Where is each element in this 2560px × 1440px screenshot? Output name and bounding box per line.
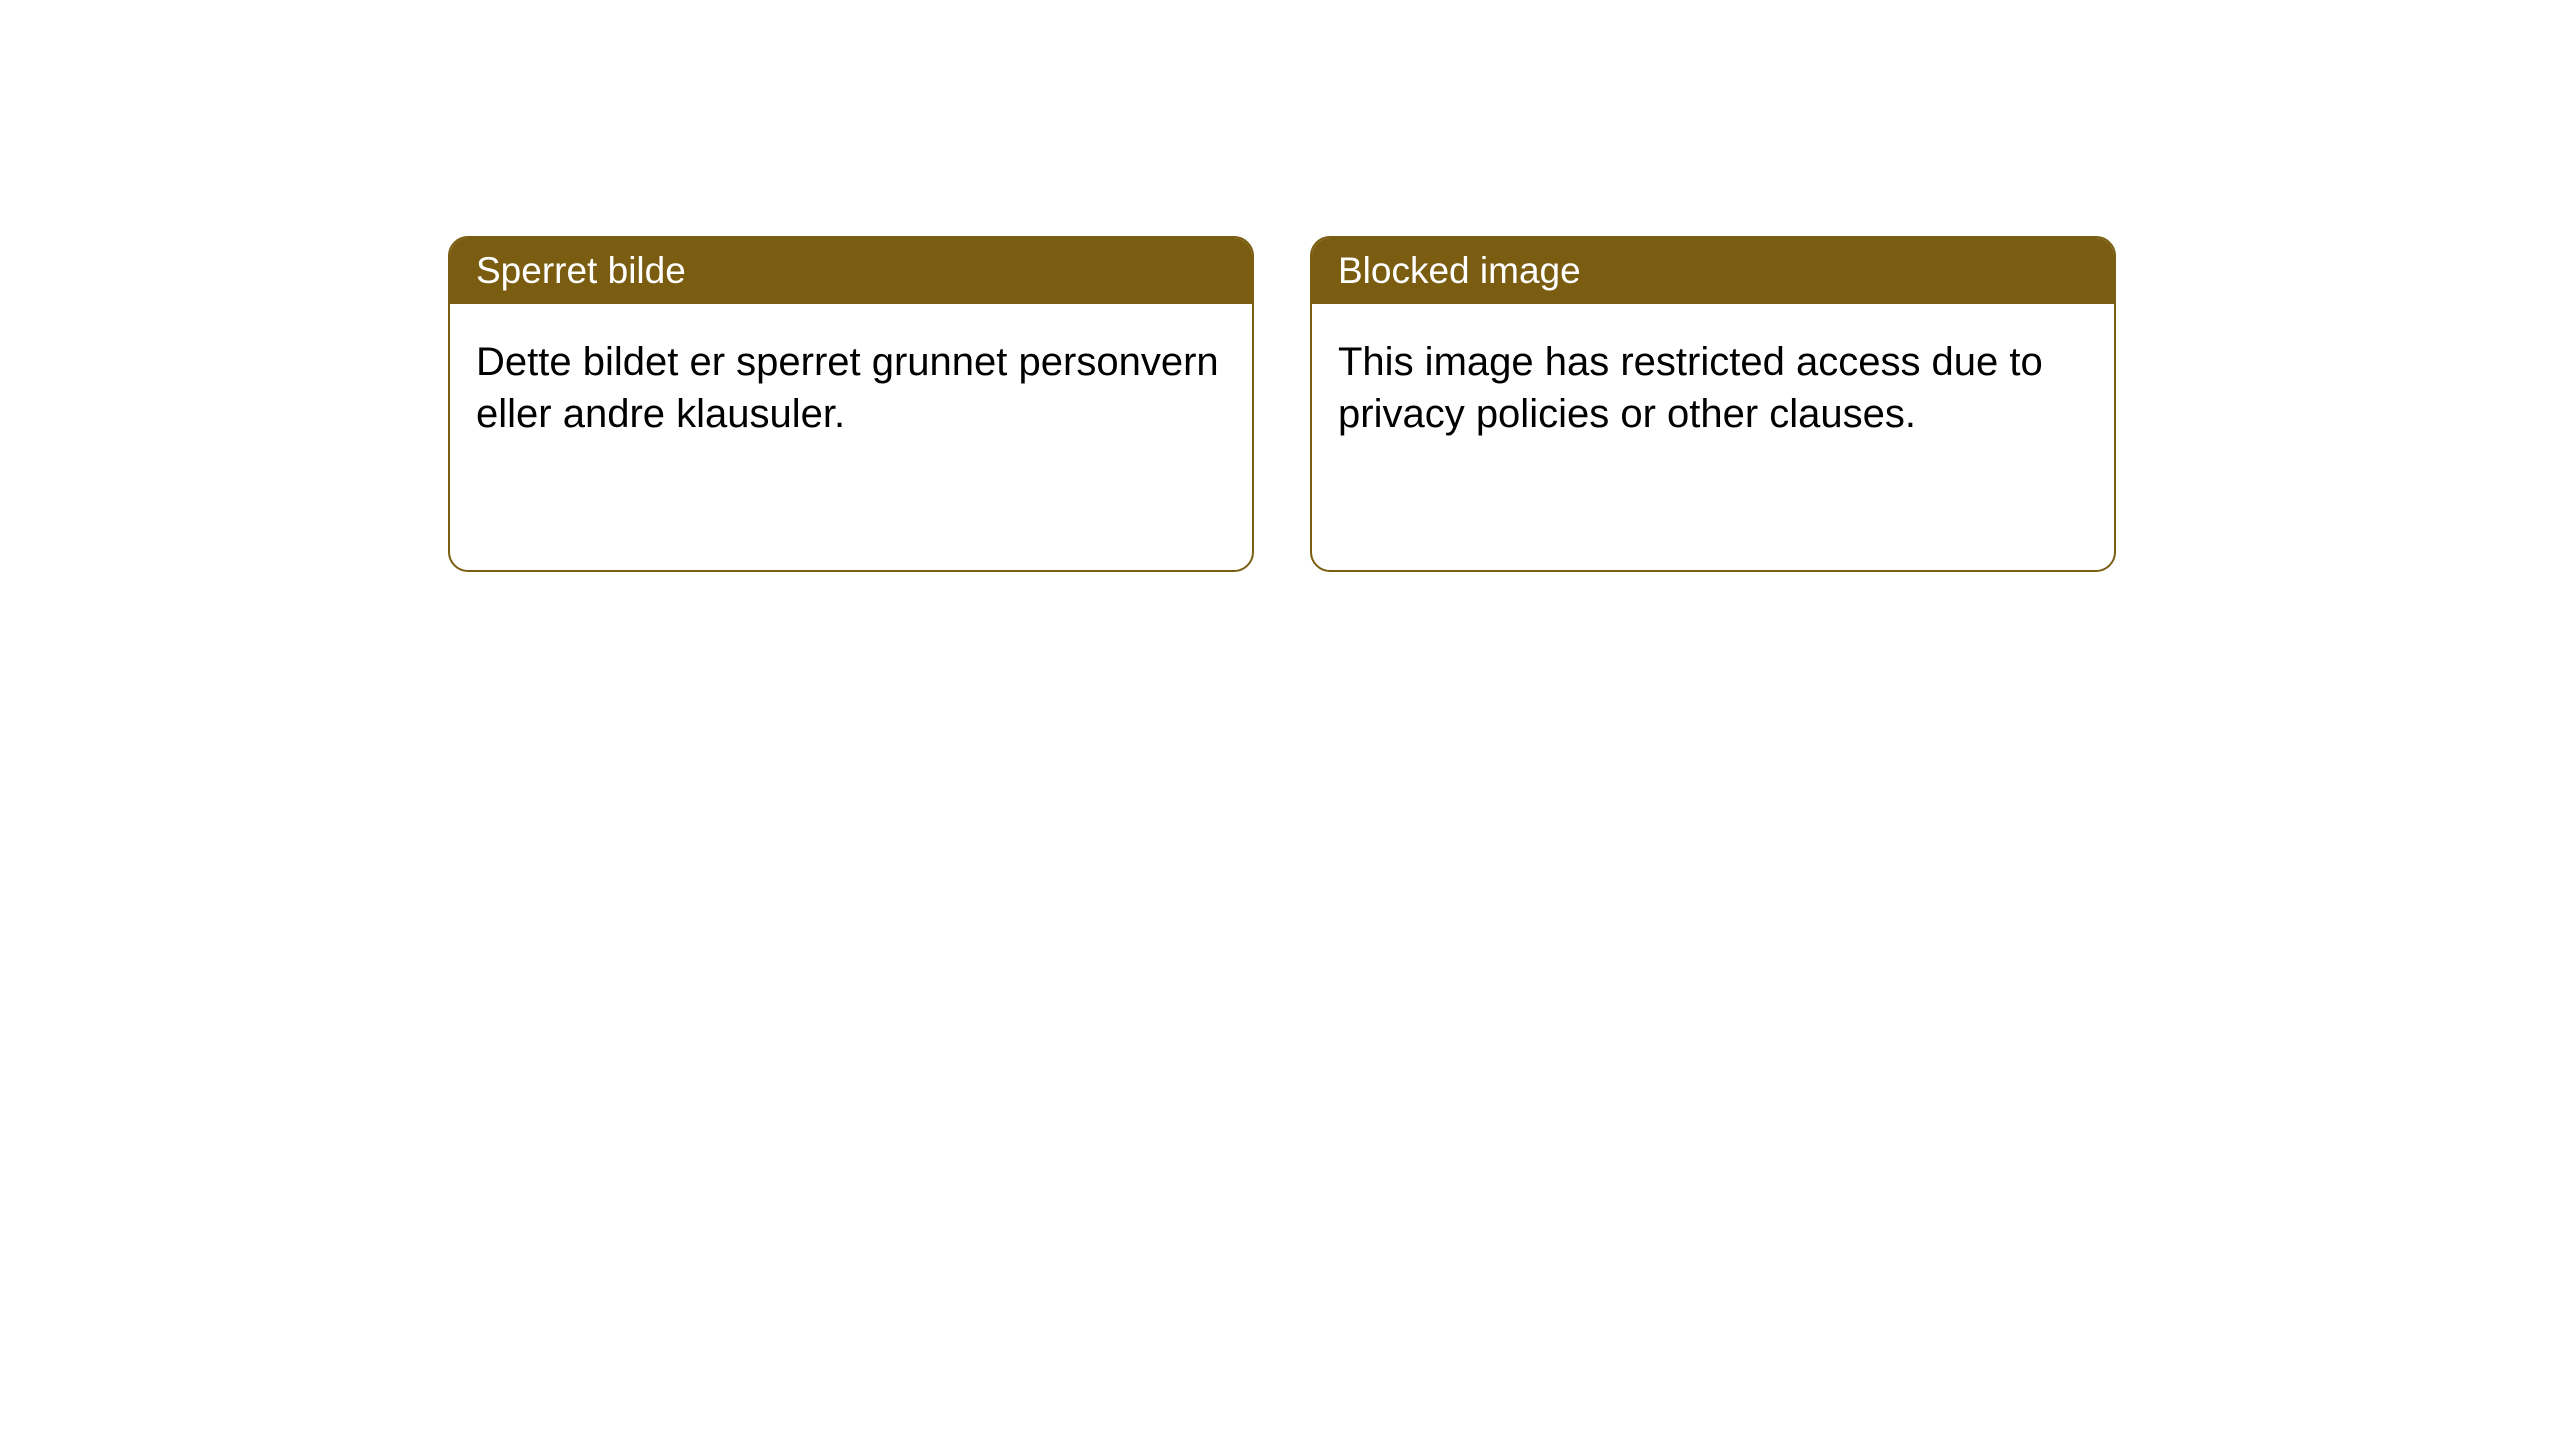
card-body-text: This image has restricted access due to … (1338, 340, 2043, 436)
card-body: Dette bildet er sperret grunnet personve… (450, 304, 1252, 472)
card-english: Blocked image This image has restricted … (1310, 236, 2116, 572)
card-body: This image has restricted access due to … (1312, 304, 2114, 472)
card-title: Sperret bilde (476, 250, 686, 291)
cards-container: Sperret bilde Dette bildet er sperret gr… (448, 236, 2560, 572)
card-norwegian: Sperret bilde Dette bildet er sperret gr… (448, 236, 1254, 572)
card-header: Blocked image (1312, 238, 2114, 304)
card-title: Blocked image (1338, 250, 1581, 291)
card-header: Sperret bilde (450, 238, 1252, 304)
card-body-text: Dette bildet er sperret grunnet personve… (476, 340, 1219, 436)
